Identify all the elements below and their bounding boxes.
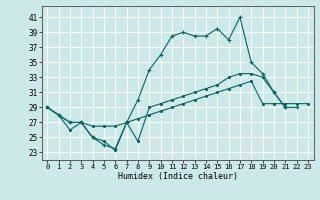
X-axis label: Humidex (Indice chaleur): Humidex (Indice chaleur) xyxy=(118,172,237,181)
